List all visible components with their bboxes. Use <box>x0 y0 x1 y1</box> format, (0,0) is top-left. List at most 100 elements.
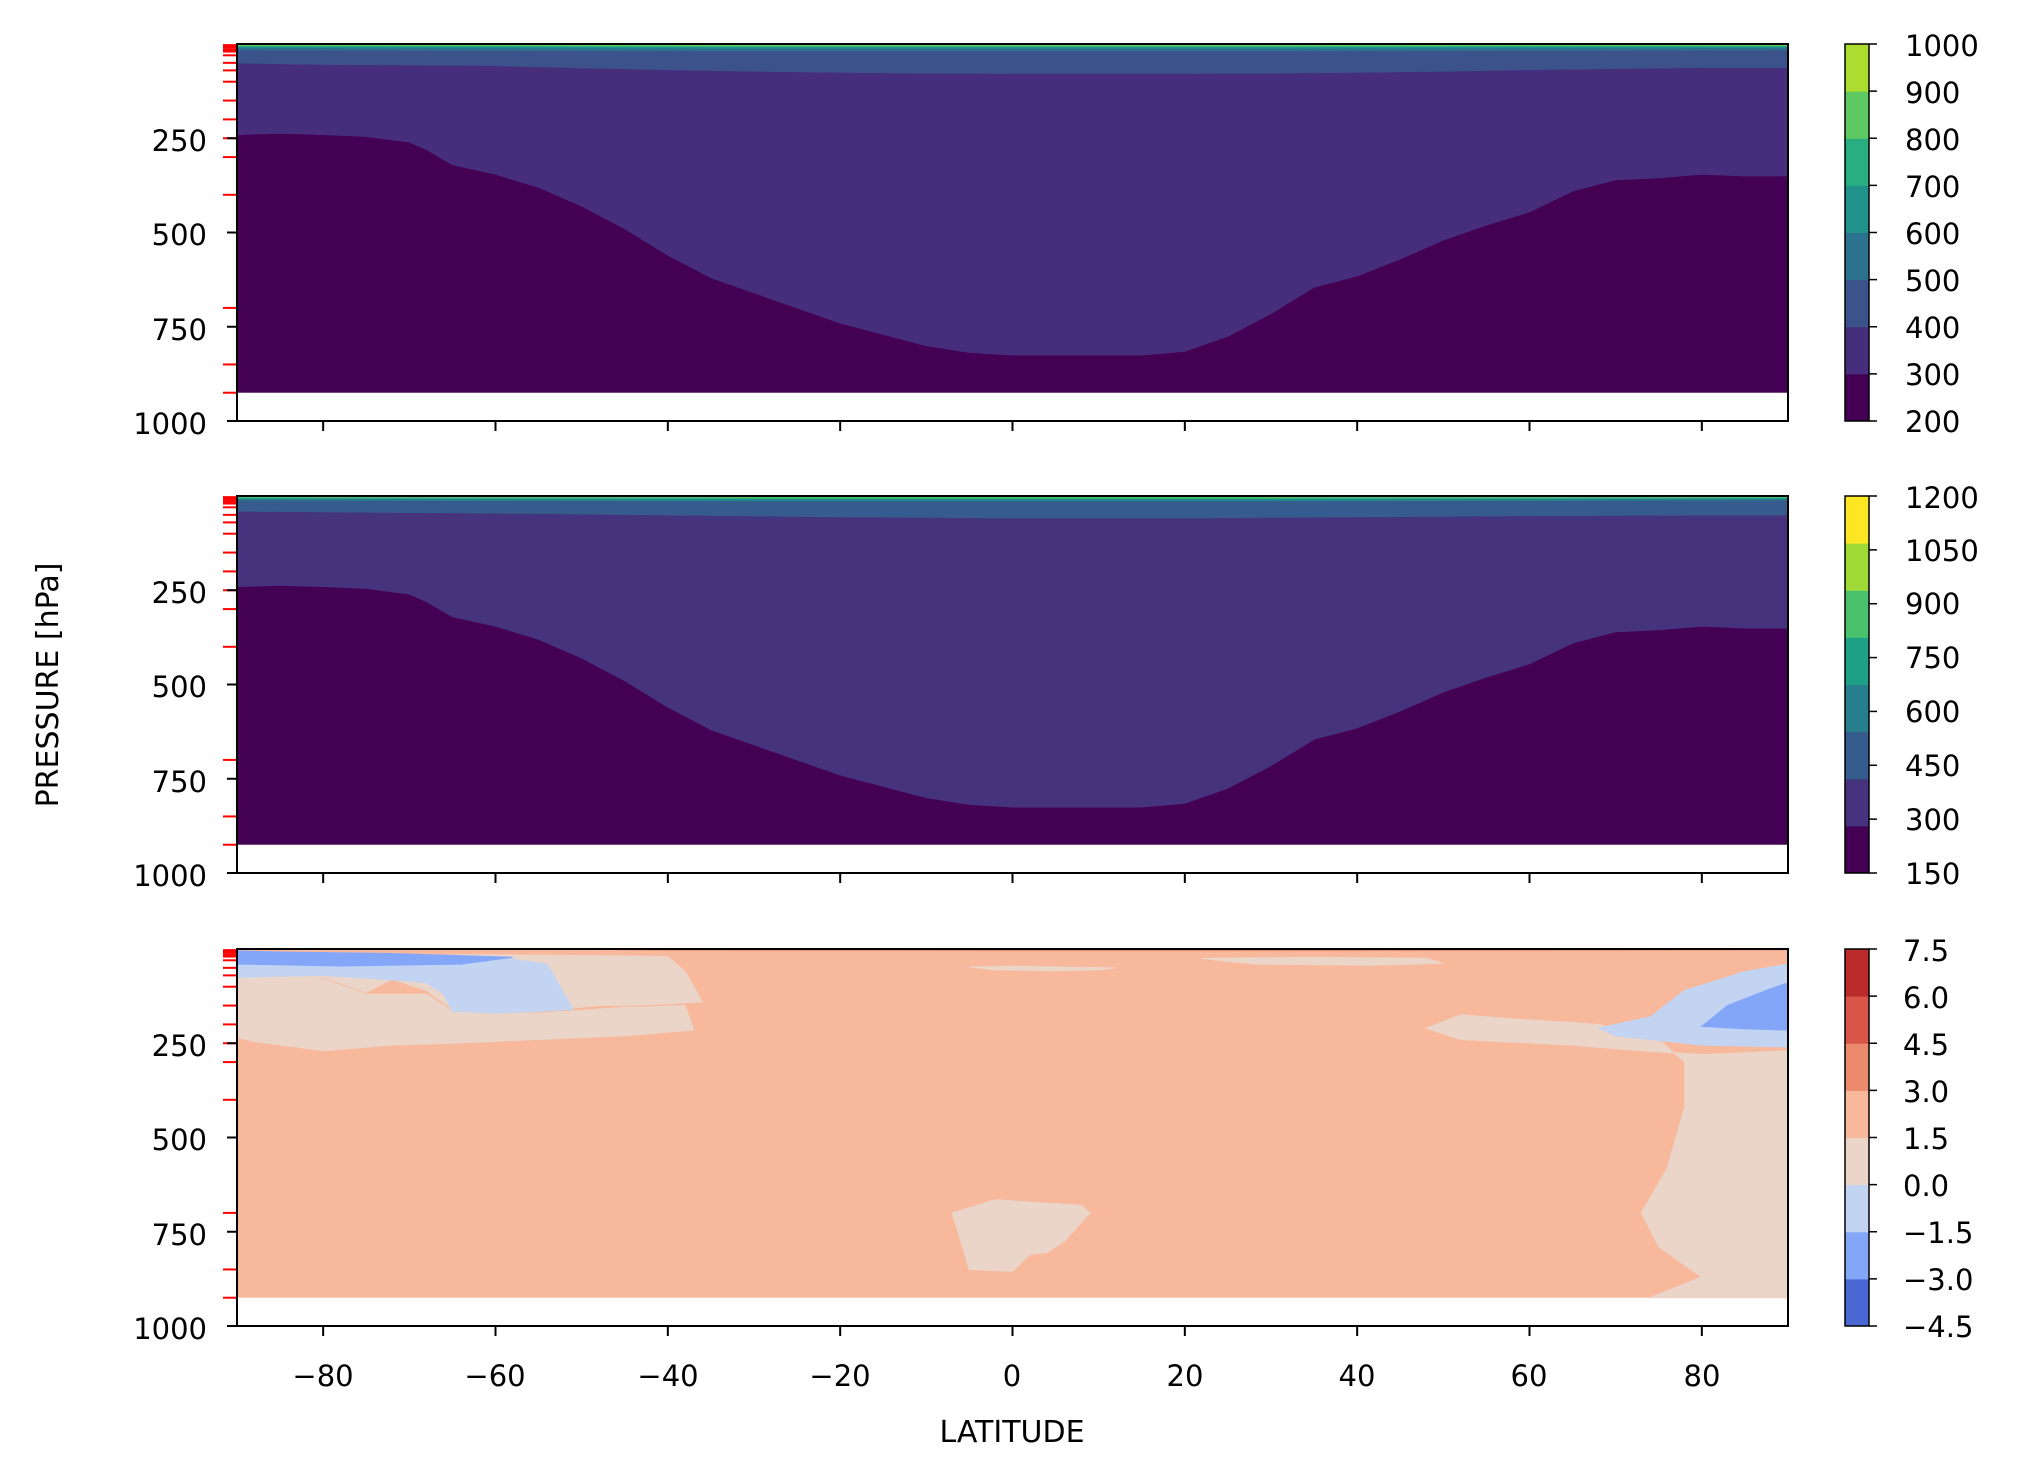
colorbar-swatch <box>1845 684 1869 733</box>
contour-region <box>951 1199 1091 1272</box>
x-tick-label: 20 <box>1167 1359 1204 1393</box>
contour-region <box>1700 982 1788 1031</box>
colorbar-swatch <box>1845 949 1869 997</box>
panel-1-frame <box>236 43 1789 422</box>
colorbar-tick-label: 7.5 <box>1903 934 1949 968</box>
colorbar-swatch <box>1845 996 1869 1044</box>
x-tick-label: 0 <box>1003 1359 1021 1393</box>
colorbar-tick-label: 800 <box>1905 123 1960 157</box>
panel-3-x-tick-labels: −80 −60 −40 −20 0 20 40 60 80 <box>292 1359 1720 1393</box>
contour-region <box>237 970 695 1052</box>
x-tick-label: 80 <box>1684 1359 1721 1393</box>
colorbar-swatch <box>1845 637 1869 686</box>
colorbar-tick-label: 0.0 <box>1903 1169 1949 1203</box>
colorbar-swatch <box>1845 778 1869 827</box>
panel-3-x-ticks <box>322 1326 1703 1336</box>
contour-region <box>237 950 513 967</box>
panel-2-model-levels <box>223 496 237 846</box>
colorbar-tick-label: 900 <box>1905 76 1960 110</box>
panel-3-model-levels <box>223 949 237 1299</box>
colorbar-tick-label: 900 <box>1905 587 1960 621</box>
colorbar-swatch <box>1845 44 1869 92</box>
colorbar-tick-label: 600 <box>1905 695 1960 729</box>
colorbar-tick-label: −4.5 <box>1903 1310 1973 1344</box>
panel-2-contours <box>237 496 1788 845</box>
y-tick-label: 1000 <box>133 1312 207 1346</box>
colorbar-swatch <box>1845 1090 1869 1139</box>
colorbar-swatch <box>1845 590 1869 638</box>
panel-2-y-axis: 250 500 750 1000 <box>133 576 237 893</box>
x-tick-label: 60 <box>1511 1359 1548 1393</box>
panel-3: 250 500 750 1000 −80 −60 −40 −20 0 20 40… <box>133 934 1973 1393</box>
colorbar-swatch <box>1845 543 1869 591</box>
colorbar-tick-label: 300 <box>1905 803 1960 837</box>
colorbar-tick-label: −3.0 <box>1903 1263 1973 1297</box>
colorbar-3: −4.5 −3.0 −1.5 0.0 1.5 3.0 4.5 6.0 7.5 <box>1844 934 1973 1344</box>
colorbar-swatch <box>1845 1137 1869 1186</box>
colorbar-swatch <box>1845 731 1869 780</box>
colorbar-tick-label: 150 <box>1905 857 1960 891</box>
colorbar-swatch <box>1845 232 1869 281</box>
y-tick-label: 750 <box>152 1218 207 1252</box>
colorbar-tick-label: 700 <box>1905 170 1960 204</box>
y-tick-label: 500 <box>152 218 207 252</box>
colorbar-3-swatches <box>1845 949 1869 1327</box>
y-tick-label: 250 <box>152 1029 207 1063</box>
colorbar-tick-label: −1.5 <box>1903 1216 1973 1250</box>
panel-3-contours <box>237 949 1788 1299</box>
colorbar-tick-label: 500 <box>1905 264 1960 298</box>
colorbar-swatch <box>1845 1278 1869 1327</box>
panel-2: 250 500 750 1000 150 300 450 600 750 900… <box>133 481 1979 893</box>
y-tick-label: 500 <box>152 1123 207 1157</box>
panel-3-frame <box>236 948 1789 1327</box>
colorbar-swatch <box>1845 279 1869 328</box>
colorbar-tick-label: 300 <box>1905 358 1960 392</box>
colorbar-tick-label: 750 <box>1905 641 1960 675</box>
y-tick-label: 250 <box>152 576 207 610</box>
y-tick-label: 250 <box>152 124 207 158</box>
panel-1: 250 500 750 1000 200 300 400 500 600 700… <box>133 29 1979 441</box>
x-axis-label: LATITUDE <box>939 1415 1084 1450</box>
panel-2-frame <box>236 495 1789 874</box>
colorbar-tick-label: 1050 <box>1905 534 1979 568</box>
y-axis-label: PRESSURE [hPa] <box>31 563 66 808</box>
x-tick-label: −80 <box>292 1359 353 1393</box>
x-tick-label: 40 <box>1339 1359 1376 1393</box>
colorbar-tick-label: 1200 <box>1905 481 1979 515</box>
colorbar-swatch <box>1845 1043 1869 1091</box>
colorbar-tick-label: 600 <box>1905 217 1960 251</box>
colorbar-swatch <box>1845 91 1869 139</box>
colorbar-tick-label: 6.0 <box>1903 981 1949 1015</box>
x-tick-label: −40 <box>637 1359 698 1393</box>
colorbar-swatch <box>1845 1231 1869 1280</box>
contour-region <box>969 965 1116 972</box>
contour-band <box>237 44 1788 47</box>
x-tick-label: −60 <box>464 1359 525 1393</box>
colorbar-swatch <box>1845 138 1869 186</box>
y-tick-label: 500 <box>152 670 207 704</box>
colorbar-2-frame <box>1844 495 1870 874</box>
colorbar-tick-label: 4.5 <box>1903 1028 1949 1062</box>
panel-1-x-ticks <box>322 421 1703 431</box>
contour-band <box>237 496 1788 499</box>
y-tick-label: 750 <box>152 765 207 799</box>
colorbar-swatch <box>1845 1184 1869 1233</box>
colorbar-tick-label: 3.0 <box>1903 1075 1949 1109</box>
panel-3-y-axis: 250 500 750 1000 <box>133 1029 237 1346</box>
colorbar-tick-label: 200 <box>1905 405 1960 439</box>
panel-1-y-axis: 250 500 750 1000 <box>133 124 237 441</box>
y-tick-label: 1000 <box>133 407 207 441</box>
colorbar-tick-label: 1000 <box>1905 29 1979 63</box>
colorbar-tick-label: 450 <box>1905 749 1960 783</box>
colorbar-2-swatches <box>1845 496 1869 874</box>
colorbar-2: 150 300 450 600 750 900 1050 1200 <box>1844 481 1979 891</box>
colorbar-tick-label: 1.5 <box>1903 1122 1949 1156</box>
colorbar-tick-label: 400 <box>1905 311 1960 345</box>
panel-1-contours <box>237 44 1788 393</box>
colorbar-swatch <box>1845 185 1869 234</box>
contour-region <box>1202 956 1444 966</box>
y-tick-label: 1000 <box>133 859 207 893</box>
colorbar-1-swatches <box>1845 44 1869 422</box>
x-tick-label: −20 <box>809 1359 870 1393</box>
